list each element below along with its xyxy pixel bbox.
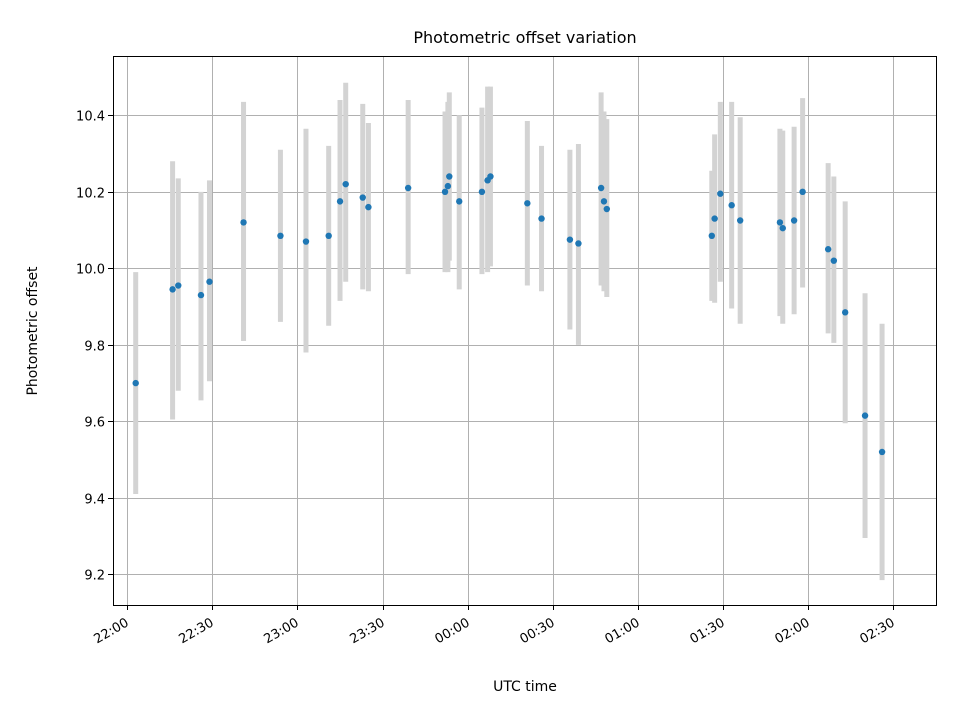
data-point xyxy=(175,282,182,289)
y-tick-label: 9.2 xyxy=(84,569,105,584)
data-point xyxy=(708,232,716,240)
y-tick-label: 9.8 xyxy=(84,340,105,355)
data-point xyxy=(524,200,531,207)
data-point xyxy=(404,184,412,192)
data-point xyxy=(277,232,284,240)
data-point xyxy=(302,238,310,245)
grid-layer xyxy=(113,56,936,605)
y-tick-label: 9.4 xyxy=(84,493,105,508)
data-point xyxy=(728,202,735,209)
plot-frame xyxy=(113,56,937,606)
y-axis-label: Photometric offset xyxy=(25,266,41,396)
data-point xyxy=(169,286,176,293)
data-point xyxy=(566,236,574,243)
data-point xyxy=(197,291,205,299)
chart-title: Photometric offset variation xyxy=(413,28,636,47)
y-tick-label: 9.6 xyxy=(84,416,105,431)
data-point xyxy=(240,219,247,226)
data-point xyxy=(736,217,744,224)
y-tick-label: 10.4 xyxy=(76,110,105,125)
data-point xyxy=(597,184,605,192)
data-point xyxy=(359,194,366,201)
data-point xyxy=(575,240,582,247)
data-point xyxy=(342,180,349,188)
data-point xyxy=(790,217,798,224)
data-point xyxy=(861,412,869,419)
data-point xyxy=(456,198,463,205)
data-point xyxy=(478,188,486,196)
point-layer xyxy=(132,173,886,456)
data-point xyxy=(711,215,718,222)
x-axis-label: UTC time xyxy=(493,679,557,695)
data-point xyxy=(444,182,452,190)
y-tick-label: 10.2 xyxy=(76,187,105,202)
data-point xyxy=(132,379,139,387)
data-point xyxy=(878,448,886,456)
data-point xyxy=(441,188,449,196)
data-point xyxy=(799,188,806,196)
data-point xyxy=(600,198,608,205)
data-point xyxy=(446,173,453,180)
data-point xyxy=(717,190,724,197)
data-point xyxy=(830,257,838,264)
data-point xyxy=(206,278,213,285)
data-point xyxy=(325,232,332,240)
data-point xyxy=(776,219,784,226)
data-point xyxy=(365,203,372,211)
data-point xyxy=(487,173,494,180)
data-point xyxy=(336,198,344,205)
data-point xyxy=(779,224,786,232)
y-tick-label: 10.0 xyxy=(76,263,105,278)
data-point xyxy=(538,215,545,222)
data-point xyxy=(824,246,832,253)
data-point xyxy=(841,309,849,316)
data-point xyxy=(603,205,610,213)
